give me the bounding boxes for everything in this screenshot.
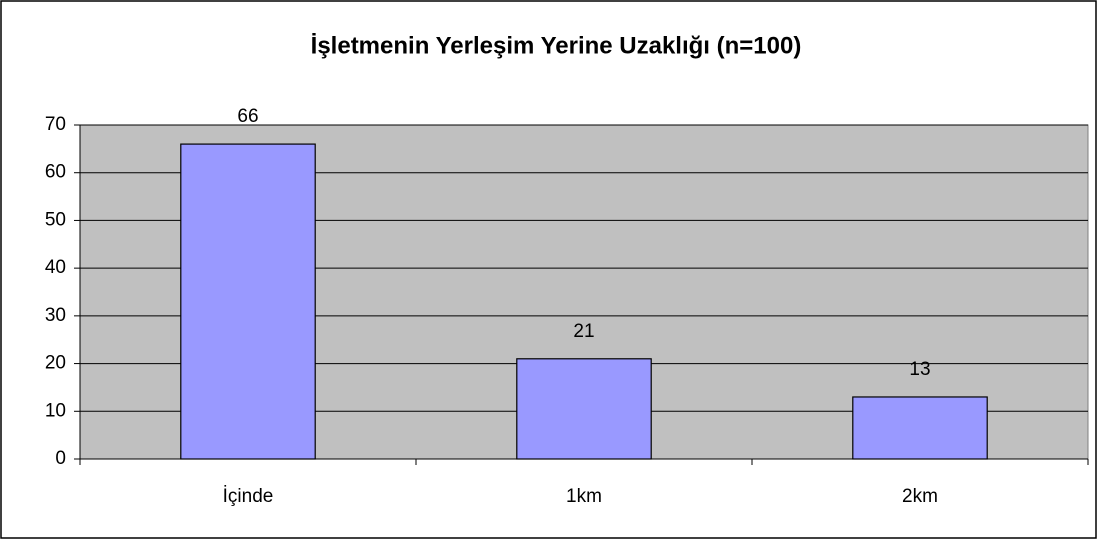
x-tick-label: 2km	[902, 486, 938, 507]
x-tick-label: İçinde	[223, 486, 274, 507]
bar	[516, 358, 652, 460]
data-label: 21	[573, 321, 594, 342]
y-tick-label: 10	[45, 400, 66, 421]
y-tick-label: 70	[45, 114, 66, 135]
chart-title: İşletmenin Yerleşim Yerine Uzaklığı (n=1…	[311, 32, 802, 59]
y-tick-label: 40	[45, 257, 66, 278]
y-tick-label: 30	[45, 305, 66, 326]
data-label: 66	[237, 106, 258, 127]
bar	[852, 396, 988, 460]
y-tick-label: 0	[55, 448, 66, 469]
bar	[180, 143, 316, 460]
x-tick-label: 1km	[566, 486, 602, 507]
y-tick-label: 60	[45, 162, 66, 183]
y-tick-label: 20	[45, 353, 66, 374]
data-label: 13	[909, 359, 930, 380]
y-tick-label: 50	[45, 209, 66, 230]
